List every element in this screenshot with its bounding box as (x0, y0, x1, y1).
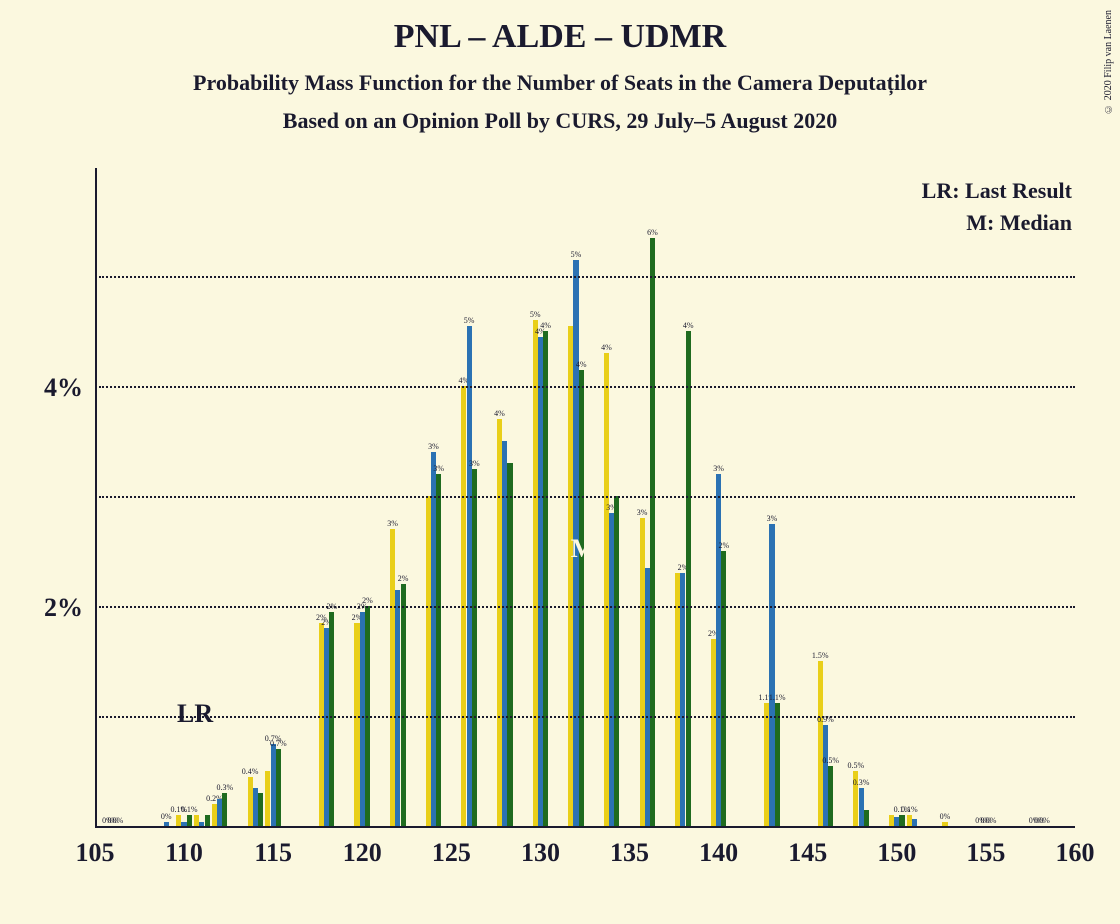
title-block: PNL – ALDE – UDMR Probability Mass Funct… (0, 0, 1120, 134)
x-tick-label: 115 (254, 828, 292, 868)
bar (864, 810, 869, 827)
bar (507, 463, 512, 826)
bar: 0% (942, 822, 947, 826)
chart-area: 0%0%0%0%0.1%0.1%0.2%0.3%0.4%0.7%0.7%2%2%… (95, 168, 1075, 828)
bar (912, 819, 917, 826)
bar-value-label: 1.5% (812, 651, 829, 660)
bar: 2% (721, 551, 726, 826)
subtitle-2: Based on an Opinion Poll by CURS, 29 Jul… (0, 108, 1120, 134)
bar: 4% (686, 331, 691, 826)
bars-region: 0%0%0%0%0.1%0.1%0.2%0.3%0.4%0.7%0.7%2%2%… (95, 168, 1075, 828)
x-tick-label: 110 (165, 828, 203, 868)
bar-value-label: 0.1% (901, 805, 918, 814)
subtitle-1: Probability Mass Function for the Number… (0, 70, 1120, 96)
bar-value-label: 0.7% (270, 739, 287, 748)
bar: 4% (579, 370, 584, 827)
gridline (99, 386, 1075, 388)
bar: 2% (401, 584, 406, 826)
main-title: PNL – ALDE – UDMR (0, 18, 1120, 56)
median-marker: M (571, 534, 596, 564)
x-tick-label: 130 (521, 828, 560, 868)
bar: 0.3% (222, 793, 227, 826)
bar-value-label: 4% (540, 321, 551, 330)
y-tick-label: 4% (44, 373, 95, 403)
x-tick-label: 135 (610, 828, 649, 868)
bar-value-label: 3% (428, 442, 439, 451)
bar-value-label: 0.5% (848, 761, 865, 770)
bar-value-label: 1.1% (769, 693, 786, 702)
bar: 0.5% (828, 766, 833, 827)
bar-value-label: 0% (1039, 816, 1050, 825)
bar-value-label: 2% (398, 574, 409, 583)
bar: 2% (329, 612, 334, 827)
bar-value-label: 0.3% (853, 778, 870, 787)
gridline (99, 496, 1075, 498)
bar-value-label: 3% (713, 464, 724, 473)
bar-value-label: 3% (469, 459, 480, 468)
bar-value-label: 0.4% (242, 767, 259, 776)
bar-value-label: 5% (571, 250, 582, 259)
bar (205, 815, 210, 826)
x-tick-label: 120 (343, 828, 382, 868)
bar-value-label: 0% (986, 816, 997, 825)
gridline (99, 606, 1075, 608)
copyright: © 2020 Filip van Laenen (1103, 10, 1114, 114)
bar (614, 496, 619, 826)
bar-value-label: 5% (530, 310, 541, 319)
x-tick-label: 150 (877, 828, 916, 868)
x-tick-label: 105 (76, 828, 115, 868)
bar-value-label: 3% (637, 508, 648, 517)
chart-container: PNL – ALDE – UDMR Probability Mass Funct… (0, 0, 1120, 924)
bar-value-label: 0.5% (822, 756, 839, 765)
bar-value-label: 4% (576, 360, 587, 369)
bar-value-label: 2% (718, 541, 729, 550)
last-result-marker: LR (177, 699, 213, 729)
bar-value-label: 5% (464, 316, 475, 325)
bar: 3% (436, 474, 441, 826)
x-tick-label: 145 (788, 828, 827, 868)
bar: 0% (164, 822, 169, 826)
bar: 0.7% (276, 749, 281, 826)
bar-value-label: 3% (433, 464, 444, 473)
x-tick-label: 160 (1056, 828, 1095, 868)
bar: 1.1% (775, 703, 780, 826)
gridline (99, 716, 1075, 718)
bar-value-label: 0% (940, 812, 951, 821)
bar-value-label: 2% (362, 596, 373, 605)
x-tick-label: 140 (699, 828, 738, 868)
x-tick-label: 125 (432, 828, 471, 868)
bar: 0.1% (187, 815, 192, 826)
bar: 4% (543, 331, 548, 826)
y-tick-label: 2% (44, 593, 95, 623)
gridline (99, 276, 1075, 278)
x-tick-label: 155 (966, 828, 1005, 868)
bar-value-label: 3% (387, 519, 398, 528)
bar-value-label: 4% (683, 321, 694, 330)
bar-value-label: 3% (767, 514, 778, 523)
bar-value-label: 6% (647, 228, 658, 237)
bar: 6% (650, 238, 655, 827)
bar (258, 793, 263, 826)
bar-value-label: 4% (494, 409, 505, 418)
bar-value-label: 0% (113, 816, 124, 825)
bar: 0.1% (899, 815, 904, 826)
bar-value-label: 4% (601, 343, 612, 352)
bar: 3% (472, 469, 477, 827)
bar-value-label: 0.3% (217, 783, 234, 792)
